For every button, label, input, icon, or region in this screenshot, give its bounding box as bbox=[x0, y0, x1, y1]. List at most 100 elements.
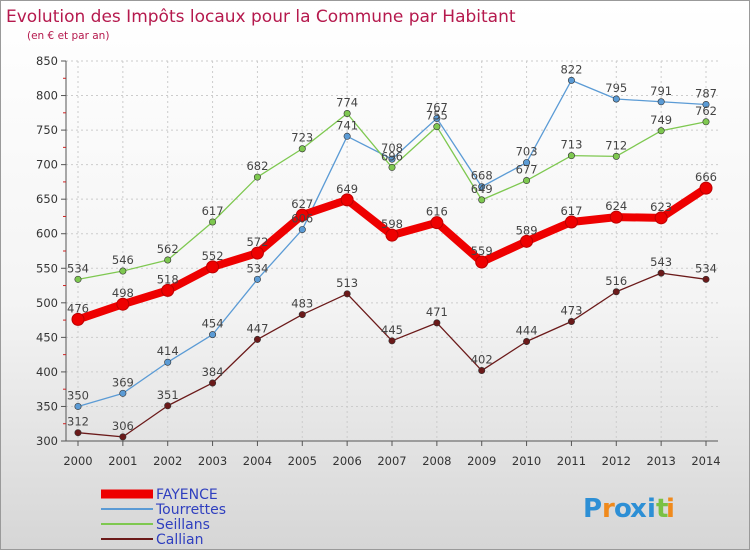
x-tick-label: 2013 bbox=[647, 454, 676, 468]
legend-label-callian: Callian bbox=[156, 532, 203, 548]
data-label-tourrettes: 822 bbox=[560, 62, 582, 76]
data-point-fayence bbox=[654, 211, 668, 225]
logo-letter: o bbox=[614, 494, 632, 524]
axes: 300 350 400 450 500 550 600 650 700 750 800 850 2000… bbox=[36, 54, 721, 468]
data-point-tourrettes bbox=[209, 331, 217, 339]
data-point-fayence bbox=[430, 216, 444, 230]
data-point-fayence bbox=[564, 215, 578, 229]
data-label-fayence: 498 bbox=[112, 286, 134, 300]
data-label-tourrettes: 708 bbox=[381, 141, 403, 155]
data-label-seillans: 649 bbox=[471, 182, 493, 196]
x-tick-label: 2009 bbox=[467, 454, 496, 468]
data-point-callian bbox=[74, 429, 82, 437]
data-label-callian: 473 bbox=[560, 303, 582, 317]
data-point-seillans bbox=[74, 275, 82, 283]
x-tick-label: 2001 bbox=[108, 454, 137, 468]
data-label-seillans: 546 bbox=[112, 253, 134, 267]
data-label-fayence: 649 bbox=[336, 182, 358, 196]
data-point-callian bbox=[209, 379, 217, 387]
data-point-fayence bbox=[295, 208, 309, 222]
y-tick-label: 700 bbox=[36, 158, 58, 172]
y-tick-label: 550 bbox=[36, 261, 58, 275]
data-point-callian bbox=[478, 367, 486, 375]
chart-title: Evolution des Impôts locaux pour la Comm… bbox=[6, 7, 516, 27]
x-tick-label: 2007 bbox=[377, 454, 406, 468]
data-label-fayence: 518 bbox=[157, 272, 179, 286]
data-label-callian: 384 bbox=[202, 365, 224, 379]
data-point-callian bbox=[164, 402, 172, 410]
x-tick-label: 2004 bbox=[243, 454, 272, 468]
data-point-fayence bbox=[385, 228, 399, 242]
data-point-callian bbox=[523, 338, 531, 346]
data-point-callian bbox=[657, 269, 665, 277]
y-tick-label: 650 bbox=[36, 192, 58, 206]
data-point-fayence bbox=[250, 246, 264, 260]
logo-letter: i bbox=[647, 494, 656, 524]
data-label-seillans: 562 bbox=[157, 242, 179, 256]
data-point-seillans bbox=[119, 267, 127, 275]
data-label-seillans: 749 bbox=[650, 113, 672, 127]
y-tick-label: 300 bbox=[36, 434, 58, 448]
data-label-callian: 516 bbox=[605, 274, 627, 288]
data-label-tourrettes: 767 bbox=[426, 100, 448, 114]
data-label-tourrettes: 606 bbox=[291, 212, 313, 226]
data-label-callian: 447 bbox=[246, 321, 268, 335]
chart-subtitle: (en € et par an) bbox=[27, 30, 109, 42]
data-label-fayence: 617 bbox=[560, 204, 582, 218]
data-label-callian: 306 bbox=[112, 419, 134, 433]
logo-letter: i bbox=[666, 494, 675, 524]
logo-letter: t bbox=[656, 494, 668, 524]
data-label-seillans: 762 bbox=[695, 104, 717, 118]
x-tick-label: 2002 bbox=[153, 454, 182, 468]
y-tick-label: 800 bbox=[36, 89, 58, 103]
data-label-tourrettes: 795 bbox=[605, 81, 627, 95]
data-point-seillans bbox=[253, 173, 261, 181]
data-label-seillans: 755 bbox=[426, 109, 448, 123]
y-tick-label: 750 bbox=[36, 123, 58, 137]
data-point-callian bbox=[298, 311, 306, 319]
data-label-fayence: 623 bbox=[650, 200, 672, 214]
data-label-seillans: 723 bbox=[291, 131, 313, 145]
legend-label-tourrettes: Tourrettes bbox=[155, 502, 226, 518]
data-label-tourrettes: 350 bbox=[67, 388, 89, 402]
data-point-fayence bbox=[340, 193, 354, 207]
x-tick-label: 2014 bbox=[691, 454, 720, 468]
y-tick-label: 600 bbox=[36, 227, 58, 241]
data-label-tourrettes: 369 bbox=[112, 375, 134, 389]
data-label-seillans: 696 bbox=[381, 149, 403, 163]
data-point-fayence bbox=[699, 181, 713, 195]
data-point-tourrettes bbox=[74, 402, 82, 410]
data-point-callian bbox=[388, 337, 396, 345]
data-label-callian: 483 bbox=[291, 297, 313, 311]
data-point-tourrettes bbox=[388, 155, 396, 163]
data-label-callian: 402 bbox=[471, 353, 493, 367]
data-label-callian: 543 bbox=[650, 255, 672, 269]
x-tick-label: 2003 bbox=[198, 454, 227, 468]
data-label-fayence: 476 bbox=[67, 301, 89, 315]
data-label-tourrettes: 454 bbox=[202, 317, 224, 331]
data-label-fayence: 627 bbox=[291, 197, 313, 211]
data-point-tourrettes bbox=[343, 132, 351, 140]
data-point-callian bbox=[567, 317, 575, 325]
data-point-tourrettes bbox=[298, 226, 306, 234]
data-labels: 476 498 518 552 572 627 649 598 616 559 589 617 624 6… bbox=[67, 62, 717, 433]
data-point-fayence bbox=[609, 210, 623, 224]
data-label-fayence: 624 bbox=[605, 199, 627, 213]
data-point-seillans bbox=[343, 110, 351, 118]
data-point-seillans bbox=[164, 256, 172, 264]
data-label-fayence: 616 bbox=[426, 205, 448, 219]
data-label-seillans: 682 bbox=[246, 159, 268, 173]
logo-letter: P bbox=[583, 494, 602, 524]
y-tick-label: 850 bbox=[36, 54, 58, 68]
data-label-tourrettes: 414 bbox=[157, 344, 179, 358]
data-label-fayence: 598 bbox=[381, 217, 403, 231]
data-point-callian bbox=[343, 290, 351, 298]
x-tick-label: 2006 bbox=[333, 454, 362, 468]
data-point-tourrettes bbox=[612, 95, 620, 103]
data-point-seillans bbox=[523, 177, 531, 185]
data-point-seillans bbox=[478, 196, 486, 204]
y-tick-label: 500 bbox=[36, 296, 58, 310]
data-label-callian: 534 bbox=[695, 261, 717, 275]
